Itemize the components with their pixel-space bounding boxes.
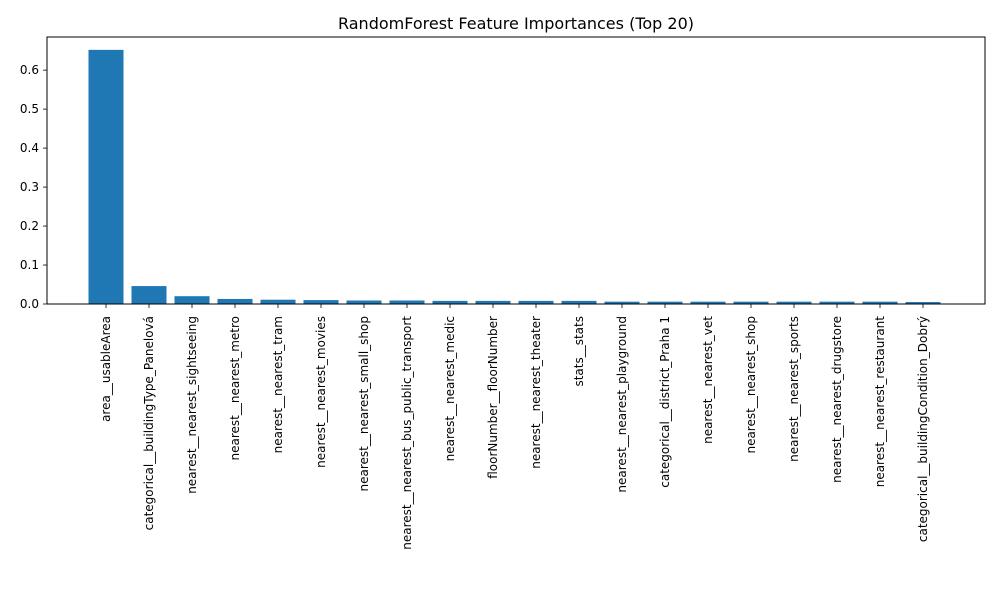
y-axis: 0.0 0.1 0.2 0.3 0.4 0.5 0.6 <box>20 63 47 311</box>
x-tick-label-15: nearest__nearest_shop <box>744 316 758 454</box>
bar-17 <box>819 301 855 304</box>
y-tick-label-5: 0.5 <box>20 102 39 116</box>
bar-11 <box>561 300 597 304</box>
bar-2 <box>174 296 210 304</box>
x-tick-label-5: nearest__nearest_movies <box>314 316 328 468</box>
bars-group <box>88 49 941 304</box>
bar-5 <box>303 300 339 304</box>
bar-9 <box>475 300 511 304</box>
chart-title: RandomForest Feature Importances (Top 20… <box>338 14 694 33</box>
x-tick-label-17: nearest__nearest_drugstore <box>830 316 844 483</box>
x-tick-label-0: area__usableArea <box>99 316 113 422</box>
y-tick-label-1: 0.1 <box>20 258 39 272</box>
bar-15 <box>733 301 769 304</box>
x-tick-label-1: categorical__buildingType_Panelová <box>142 316 156 530</box>
x-tick-label-8: nearest__nearest_medic <box>443 316 457 461</box>
bar-0 <box>88 49 124 304</box>
plot-frame <box>46 36 986 305</box>
x-tick-label-6: nearest__nearest_small_shop <box>357 316 371 491</box>
y-tick-label-0: 0.0 <box>20 297 39 311</box>
bar-14 <box>690 301 726 304</box>
x-tick-label-3: nearest__nearest_metro <box>228 316 242 461</box>
x-tick-label-16: nearest__nearest_sports <box>787 316 801 462</box>
x-tick-label-7: nearest__nearest_bus_public_transport <box>400 316 414 550</box>
x-tick-label-14: nearest__nearest_vet <box>701 316 715 444</box>
y-tick-label-6: 0.6 <box>20 63 39 77</box>
bar-4 <box>260 299 296 304</box>
x-axis: area__usableArea categorical__buildingTyp… <box>99 304 930 550</box>
bar-12 <box>604 301 640 304</box>
x-tick-label-12: nearest__nearest_playground <box>615 316 629 493</box>
bar-8 <box>432 300 468 304</box>
bar-6 <box>346 300 382 304</box>
x-tick-label-11: stats__stats <box>572 316 586 387</box>
bar-19 <box>905 302 941 304</box>
x-tick-label-2: nearest__nearest_sightseeing <box>185 316 199 494</box>
bar-7 <box>389 300 425 304</box>
y-tick-label-4: 0.4 <box>20 141 39 155</box>
x-tick-label-19: categorical__buildingCondition_Dobrý <box>916 316 930 542</box>
x-tick-label-10: nearest__nearest_theater <box>529 316 543 469</box>
bar-1 <box>131 286 167 304</box>
x-tick-label-18: nearest__nearest_restaurant <box>873 316 887 488</box>
bar-13 <box>647 301 683 304</box>
bar-3 <box>217 298 253 304</box>
y-tick-label-2: 0.2 <box>20 219 39 233</box>
bar-16 <box>776 301 812 304</box>
bar-18 <box>862 301 898 304</box>
y-tick-label-3: 0.3 <box>20 180 39 194</box>
x-tick-label-4: nearest__nearest_tram <box>271 316 285 453</box>
bar-10 <box>518 300 554 304</box>
x-tick-label-9: floorNumber__floorNumber <box>486 316 500 479</box>
x-tick-label-13: categorical__district_Praha 1 <box>658 316 672 488</box>
